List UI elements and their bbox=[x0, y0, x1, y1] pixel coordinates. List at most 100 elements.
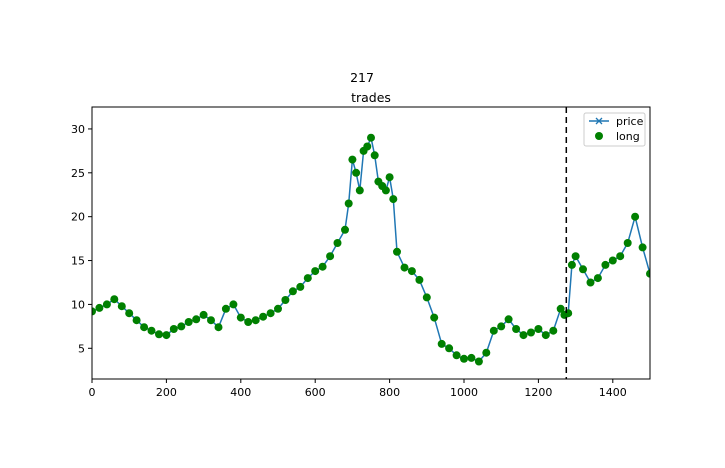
long-point bbox=[281, 296, 290, 304]
long-point bbox=[497, 322, 506, 331]
long-point bbox=[214, 323, 223, 332]
long-point bbox=[132, 316, 141, 325]
long-point bbox=[341, 225, 349, 234]
plot-area bbox=[91, 106, 651, 380]
long-point bbox=[288, 287, 297, 296]
x-tick-label: 600 bbox=[305, 386, 326, 399]
long-point bbox=[221, 304, 230, 313]
long-point bbox=[229, 300, 238, 309]
long-point bbox=[512, 325, 521, 333]
legend: price long bbox=[583, 112, 646, 147]
long-point bbox=[389, 195, 398, 204]
long-point bbox=[452, 351, 461, 360]
long-point bbox=[236, 313, 245, 322]
long-point bbox=[266, 309, 275, 318]
legend-long-label: long bbox=[616, 130, 640, 143]
long-point bbox=[631, 212, 640, 221]
long-point bbox=[192, 315, 201, 324]
legend-price-label: price bbox=[616, 115, 644, 128]
long-point bbox=[564, 309, 573, 318]
plot-frame bbox=[91, 106, 651, 380]
long-point bbox=[567, 260, 576, 269]
long-point bbox=[110, 295, 119, 304]
long-point bbox=[344, 199, 353, 208]
long-point bbox=[616, 252, 625, 261]
long-point bbox=[184, 318, 193, 326]
long-point bbox=[504, 315, 513, 324]
long-point bbox=[534, 325, 543, 333]
long-point bbox=[92, 307, 96, 316]
long-point bbox=[407, 267, 416, 276]
long-point bbox=[244, 318, 253, 326]
long-point bbox=[370, 151, 379, 160]
long-point bbox=[311, 267, 320, 276]
long-point bbox=[155, 330, 163, 339]
y-tick-label: 20 bbox=[71, 211, 85, 224]
legend-price-marker-icon bbox=[595, 117, 603, 125]
y-tick-label: 10 bbox=[71, 298, 85, 311]
long-point bbox=[326, 252, 335, 261]
long-point bbox=[445, 344, 454, 353]
long-point bbox=[177, 322, 186, 331]
long-point bbox=[117, 302, 126, 311]
long-point bbox=[556, 304, 565, 313]
long-point bbox=[430, 313, 439, 322]
long-point bbox=[586, 278, 595, 287]
x-axis: 0 200 400 600 800 1000 1200 1400 bbox=[89, 379, 627, 399]
long-point bbox=[352, 168, 361, 177]
long-point bbox=[541, 331, 550, 340]
y-tick-label: 30 bbox=[71, 123, 85, 136]
long-point bbox=[274, 304, 282, 313]
long-point bbox=[400, 263, 409, 272]
long-point bbox=[296, 282, 305, 291]
long-point bbox=[381, 186, 390, 195]
long-point bbox=[318, 262, 327, 271]
y-tick-label: 25 bbox=[71, 167, 85, 180]
long-point bbox=[601, 260, 610, 269]
long-point bbox=[467, 353, 476, 362]
long-point bbox=[207, 316, 215, 325]
long-point bbox=[460, 354, 468, 363]
long-point bbox=[169, 325, 178, 333]
long-point bbox=[355, 186, 364, 195]
long-point bbox=[259, 312, 268, 321]
long-point bbox=[348, 155, 357, 164]
long-series bbox=[92, 133, 650, 366]
long-point bbox=[162, 331, 171, 340]
long-point bbox=[608, 256, 617, 265]
long-point bbox=[579, 265, 587, 274]
long-point bbox=[393, 247, 401, 256]
x-tick-label: 200 bbox=[156, 386, 177, 399]
long-point bbox=[333, 239, 342, 247]
x-tick-label: 400 bbox=[230, 386, 251, 399]
long-point bbox=[593, 274, 602, 283]
long-point bbox=[95, 303, 104, 312]
x-tick-label: 800 bbox=[379, 386, 400, 399]
long-point bbox=[437, 339, 446, 348]
x-tick-label: 0 bbox=[89, 386, 96, 399]
long-point bbox=[367, 133, 375, 142]
long-point bbox=[199, 310, 208, 319]
long-point bbox=[251, 316, 260, 325]
y-tick-label: 5 bbox=[78, 342, 85, 355]
long-point bbox=[303, 274, 312, 283]
long-point bbox=[646, 269, 650, 278]
long-point bbox=[147, 326, 156, 335]
y-tick-label: 15 bbox=[71, 255, 85, 268]
long-point bbox=[519, 331, 528, 340]
y-axis: 5 10 15 20 25 30 bbox=[71, 123, 92, 355]
chart-title: trades bbox=[351, 90, 391, 105]
long-point bbox=[571, 252, 580, 261]
long-point bbox=[474, 357, 483, 366]
x-tick-label: 1400 bbox=[599, 386, 627, 399]
x-tick-label: 1000 bbox=[450, 386, 478, 399]
long-point bbox=[363, 142, 372, 151]
long-point bbox=[623, 239, 632, 247]
long-point bbox=[638, 243, 647, 252]
figure-suptitle: 217 bbox=[350, 70, 374, 85]
long-point bbox=[482, 348, 491, 357]
long-point bbox=[527, 328, 535, 337]
long-point bbox=[385, 173, 394, 182]
long-point bbox=[489, 326, 498, 335]
